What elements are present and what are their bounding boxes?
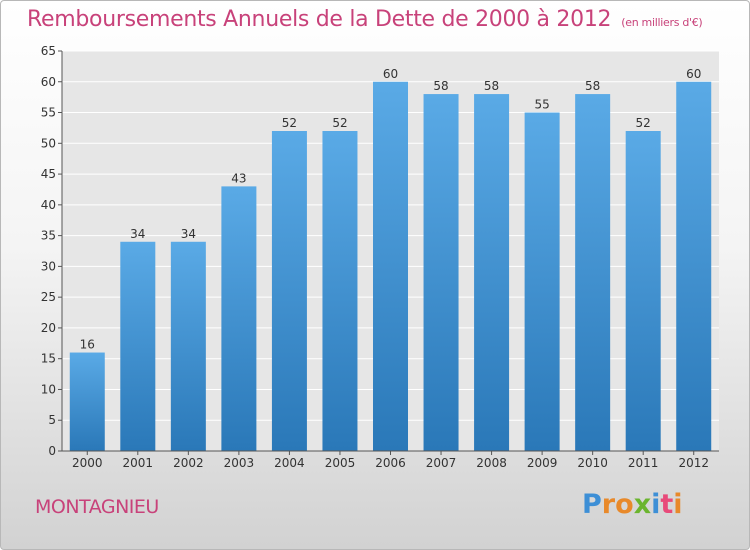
bar — [373, 81, 408, 452]
x-tick-label: 2004 — [274, 456, 305, 470]
chart-subtitle: (en milliers d'€) — [621, 16, 703, 29]
bar-value-label: 52 — [636, 116, 651, 130]
y-tick-label: 55 — [41, 106, 56, 120]
x-tick-label: 2009 — [527, 456, 558, 470]
bar — [221, 186, 257, 451]
chart-title: Remboursements Annuels de la Dette de 20… — [27, 7, 703, 32]
bar-value-label: 52 — [282, 116, 297, 130]
x-tick-label: 2001 — [123, 456, 154, 470]
x-tick-label: 2012 — [678, 456, 709, 470]
x-tick-label: 2005 — [325, 456, 356, 470]
bar — [69, 352, 105, 451]
x-tick-label: 2006 — [375, 456, 406, 470]
y-tick-label: 5 — [48, 413, 56, 427]
bar — [271, 131, 307, 451]
bar — [474, 94, 510, 452]
y-tick-label: 40 — [41, 198, 56, 212]
bar-value-label: 58 — [585, 79, 600, 93]
bar — [322, 131, 358, 451]
x-tick-label: 2002 — [173, 456, 204, 470]
logo-letter: i — [651, 489, 661, 520]
y-tick-label: 50 — [41, 136, 56, 150]
x-tick-label: 2003 — [224, 456, 255, 470]
y-tick-label: 60 — [41, 75, 56, 89]
proxiti-logo[interactable]: Proxiti — [582, 489, 683, 520]
bar-value-label: 55 — [534, 98, 549, 112]
bar-value-label: 58 — [484, 79, 499, 93]
bar — [625, 131, 661, 451]
bar-value-label: 34 — [130, 227, 145, 241]
bar — [120, 241, 156, 451]
y-tick-label: 20 — [41, 321, 56, 335]
bar — [170, 241, 206, 451]
bar-value-label: 34 — [181, 227, 196, 241]
logo-letter: i — [673, 489, 683, 520]
y-tick-label: 30 — [41, 259, 56, 273]
x-tick-label: 2011 — [628, 456, 659, 470]
bar — [423, 94, 459, 452]
y-tick-label: 0 — [48, 444, 56, 458]
chart-title-text: Remboursements Annuels de la Dette de 20… — [27, 7, 612, 32]
bar-value-label: 58 — [433, 79, 448, 93]
logo-letter: t — [660, 489, 674, 520]
logo-letter: x — [633, 489, 652, 520]
bar-value-label: 60 — [383, 67, 398, 81]
bar-value-label: 16 — [80, 338, 95, 352]
x-tick-label: 2007 — [426, 456, 457, 470]
bar-value-label: 60 — [686, 67, 701, 81]
bar — [575, 94, 611, 452]
y-tick-label: 45 — [41, 167, 56, 181]
bar — [676, 81, 712, 452]
x-tick-label: 2008 — [476, 456, 507, 470]
y-tick-label: 15 — [41, 352, 56, 366]
bar — [524, 112, 560, 452]
x-tick-label: 2010 — [577, 456, 608, 470]
logo-letter: o — [615, 489, 634, 520]
logo-letter: r — [601, 489, 616, 520]
logo-letter: P — [582, 489, 602, 520]
y-tick-label: 25 — [41, 290, 56, 304]
bar-value-label: 43 — [231, 171, 246, 185]
commune-name: MONTAGNIEU — [35, 496, 159, 518]
bar-value-label: 52 — [332, 116, 347, 130]
y-tick-label: 65 — [41, 44, 56, 58]
x-tick-label: 2000 — [72, 456, 103, 470]
y-tick-label: 10 — [41, 382, 56, 396]
y-tick-label: 35 — [41, 229, 56, 243]
